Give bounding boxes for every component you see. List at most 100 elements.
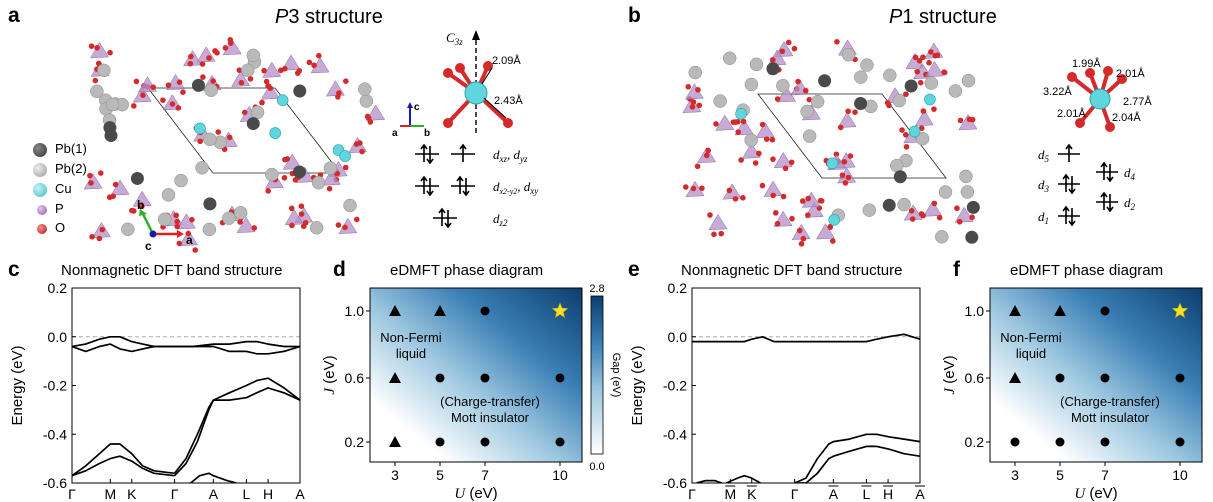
o-atom bbox=[837, 124, 844, 131]
o-atom-icon bbox=[37, 223, 47, 234]
f-triangle-marker bbox=[1009, 372, 1021, 383]
po4-tetrahedron bbox=[325, 80, 345, 97]
f-circle-marker bbox=[1100, 306, 1110, 316]
o-atom bbox=[788, 159, 795, 166]
pb2-atom bbox=[265, 167, 279, 182]
gap-colorbar bbox=[590, 295, 604, 455]
o-atom bbox=[909, 216, 916, 222]
o-atom bbox=[160, 97, 166, 103]
o-atom bbox=[131, 103, 137, 109]
o-atom bbox=[694, 163, 701, 170]
c-band-line-3 bbox=[173, 387, 300, 477]
annotation-charge-transfer: (Charge-transfer) bbox=[1060, 394, 1160, 409]
o-atom bbox=[288, 205, 295, 212]
o-atom bbox=[752, 160, 759, 166]
pb2-atom bbox=[105, 97, 120, 112]
p1-bond-length-2: 2.01Å bbox=[1116, 67, 1145, 80]
k-point-label: Γ bbox=[791, 486, 799, 502]
x-tick-label: 10 bbox=[552, 467, 568, 483]
o-atom bbox=[289, 222, 295, 229]
p-atom-icon bbox=[37, 204, 47, 215]
f-circle-marker bbox=[1010, 437, 1020, 447]
x-tick-label: 7 bbox=[1101, 467, 1109, 483]
pb2-atom bbox=[713, 94, 727, 108]
o-atom bbox=[785, 39, 792, 46]
unit-cell-outline bbox=[147, 87, 341, 174]
annotation-charge-transfer: (Charge-transfer) bbox=[440, 394, 540, 409]
f-circle-marker bbox=[1100, 373, 1110, 383]
po4-tetrahedron bbox=[231, 70, 251, 87]
o-atom bbox=[969, 214, 975, 221]
po4-tetrahedron bbox=[321, 169, 341, 186]
po4-tetrahedron bbox=[708, 213, 728, 231]
f-triangle-marker bbox=[1054, 305, 1066, 316]
o-atom bbox=[740, 195, 746, 201]
pb2-atom-icon bbox=[33, 162, 47, 177]
legend-o-label: O bbox=[55, 220, 66, 235]
o-atom bbox=[738, 157, 744, 163]
spin-up-icon bbox=[420, 143, 428, 162]
o-atom bbox=[367, 119, 374, 125]
y-tick-label: 0.2 bbox=[668, 280, 688, 296]
o-atom bbox=[455, 63, 465, 73]
o-atom bbox=[173, 212, 179, 219]
o-atom bbox=[690, 99, 697, 105]
svg-text:d1: d1 bbox=[1038, 209, 1049, 226]
legend-pb1: Pb(1) bbox=[33, 141, 87, 157]
cu-atom-icon bbox=[33, 182, 47, 197]
pb2-atom bbox=[233, 206, 248, 220]
o-atom bbox=[265, 188, 271, 194]
p3-crystal-structure-image bbox=[83, 37, 386, 253]
o-atom bbox=[200, 74, 206, 80]
o-atom bbox=[805, 195, 811, 202]
pb2-atom bbox=[800, 104, 814, 119]
po4-tetrahedron bbox=[260, 83, 280, 100]
po4-tetrahedron bbox=[777, 86, 796, 103]
o-atom bbox=[936, 214, 943, 221]
y-axis-label: J (eV) bbox=[321, 355, 338, 394]
d-circle-marker bbox=[555, 373, 565, 383]
o-atom bbox=[847, 153, 854, 159]
f-circle-marker bbox=[1175, 373, 1185, 383]
po4-tetrahedron bbox=[741, 142, 761, 159]
o-atom bbox=[169, 101, 176, 107]
spin-up-icon bbox=[420, 175, 428, 194]
pb2-atom bbox=[688, 65, 702, 80]
o-atom bbox=[96, 235, 103, 242]
k-point-label: M bbox=[724, 486, 736, 502]
o-atom bbox=[129, 207, 135, 214]
o-atom bbox=[267, 85, 274, 91]
pb2-atom bbox=[311, 175, 326, 190]
o-atom bbox=[740, 118, 747, 125]
plot-frame bbox=[691, 287, 921, 484]
y-tick-label: -0.6 bbox=[663, 475, 687, 491]
o-atom bbox=[918, 211, 925, 217]
o-atom bbox=[699, 185, 705, 192]
pb1-atom bbox=[191, 78, 205, 92]
o-atom bbox=[966, 116, 973, 123]
pb2-atom bbox=[246, 48, 261, 63]
x-tick-label: 3 bbox=[391, 467, 399, 483]
cu-atom bbox=[1089, 88, 1111, 110]
legend-pb2-label: Pb(2) bbox=[55, 161, 87, 176]
k-point-label: M bbox=[104, 486, 116, 502]
o-atom bbox=[176, 240, 183, 247]
panel-b-title: P1 structure bbox=[889, 6, 997, 29]
o-atom bbox=[780, 193, 787, 200]
o-atom bbox=[215, 129, 222, 135]
pb2-atom bbox=[343, 198, 357, 213]
panel-e-title: Nonmagnetic DFT band structure bbox=[681, 262, 903, 279]
o-atom bbox=[185, 230, 192, 237]
o-atom bbox=[139, 203, 145, 210]
level-row-dx2y2-dxy: dx2-y2, dxy bbox=[415, 175, 538, 197]
o-atom bbox=[226, 134, 233, 141]
d-star-marker bbox=[551, 302, 569, 319]
o-atom bbox=[956, 218, 963, 225]
pb1-atom bbox=[965, 230, 979, 244]
o-atom bbox=[259, 99, 265, 106]
spin-up-icon bbox=[456, 175, 464, 194]
e-band-line-4 bbox=[696, 479, 722, 483]
level-row-dxz-dyz: dxz, dyz bbox=[415, 143, 528, 165]
p1-bond-length-1: 1.99Å bbox=[1072, 57, 1101, 70]
o-atom bbox=[335, 222, 342, 228]
